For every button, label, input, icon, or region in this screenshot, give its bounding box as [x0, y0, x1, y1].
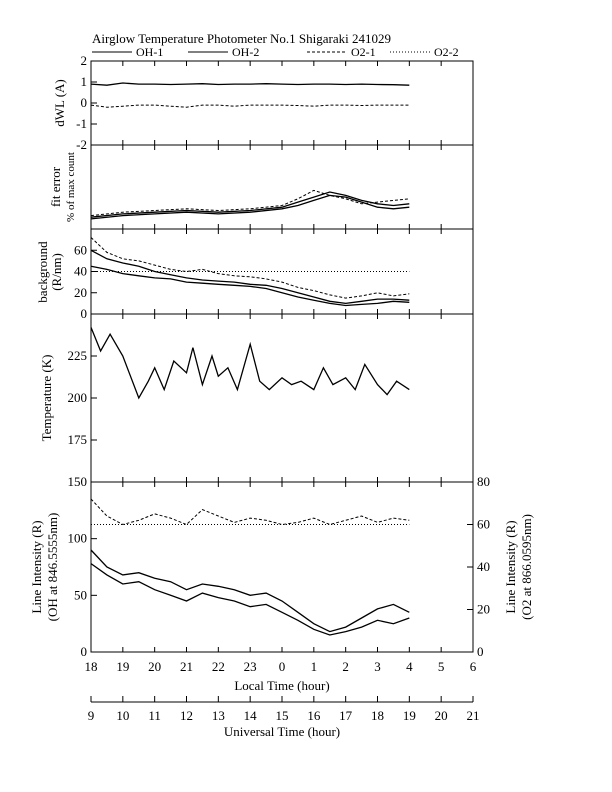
ut-tick-label: 14 — [244, 708, 258, 723]
ytick-label-background: 60 — [74, 242, 87, 257]
series-dwl-o2-1 — [90, 104, 410, 108]
universal-time-xlabel: Universal Time (hour) — [224, 724, 340, 739]
local-tick-label: 20 — [148, 659, 161, 674]
fiterr-ylabel: fit error — [48, 166, 63, 207]
ytick-label-temperature: 225 — [68, 348, 88, 363]
local-tick-label: 6 — [470, 659, 477, 674]
ytick-label-dwl: 0 — [81, 95, 88, 110]
ut-tick-label: 19 — [403, 708, 416, 723]
ytick-right-label-intensity: 60 — [477, 517, 490, 532]
series-fiterr-o2-1 — [90, 189, 410, 217]
chart-title: Airglow Temperature Photometer No.1 Shig… — [92, 31, 391, 46]
local-tick-label: 21 — [180, 659, 193, 674]
local-tick-label: 2 — [342, 659, 349, 674]
intensity-right-ylabel: Line Intensity (R) — [503, 520, 518, 613]
ytick-label-temperature: 175 — [68, 432, 88, 447]
series-background-oh-2 — [90, 249, 410, 305]
series-intensity-oh-1 — [90, 563, 410, 636]
background-ylabel: background — [35, 241, 50, 303]
legend-label-o2-2: O2-2 — [434, 45, 459, 59]
ut-tick-label: 21 — [467, 708, 480, 723]
ut-tick-label: 11 — [148, 708, 161, 723]
series-fiterr-oh-2 — [90, 191, 410, 218]
local-tick-label: 5 — [438, 659, 445, 674]
ytick-label-dwl: -2 — [76, 137, 87, 152]
ytick-label-dwl: 2 — [81, 53, 88, 68]
ytick-label-dwl: 1 — [81, 74, 88, 89]
ut-tick-label: 9 — [88, 708, 95, 723]
dwl-ylabel: dWL (A) — [52, 79, 67, 127]
series-background-o2-1 — [90, 237, 410, 299]
ut-tick-label: 13 — [212, 708, 225, 723]
intensity-ylabel-2: (OH at 846.5555nm) — [45, 513, 60, 622]
ytick-right-label-intensity: 20 — [477, 602, 490, 617]
series-intensity-o2-1 — [90, 498, 410, 526]
ytick-right-label-intensity: 40 — [477, 559, 490, 574]
local-tick-label: 3 — [374, 659, 381, 674]
ytick-right-label-intensity: 80 — [477, 474, 490, 489]
local-tick-label: 23 — [244, 659, 257, 674]
ut-tick-label: 20 — [435, 708, 448, 723]
fiterr-panel-frame — [90, 144, 474, 230]
series-temperature-oh-1 — [90, 327, 410, 400]
local-tick-label: 22 — [212, 659, 225, 674]
legend-label-oh-1: OH-1 — [136, 45, 163, 59]
ytick-label-intensity: 0 — [81, 644, 88, 659]
ut-tick-label: 17 — [339, 708, 353, 723]
local-tick-label: 0 — [279, 659, 286, 674]
ut-tick-label: 18 — [371, 708, 384, 723]
series-lines — [90, 82, 410, 636]
ytick-label-intensity: 50 — [74, 587, 87, 602]
axis-ticks: 18 19 20 21 22 23 0 1 2 3 4 5 69 10 11 12 13 14 15 16 17 18 19… — [68, 53, 491, 723]
temperature-panel-frame — [90, 313, 474, 483]
fiterr-ylabel-2: % of max count — [65, 152, 77, 222]
series-background-oh-1 — [90, 265, 410, 307]
intensity-ylabel: Line Intensity (R) — [29, 520, 44, 613]
series-intensity-oh-2 — [90, 549, 410, 633]
ytick-label-dwl: -1 — [76, 116, 87, 131]
ut-tick-label: 10 — [116, 708, 129, 723]
legend: OH-1 OH-2 O2-1 O2-2 — [92, 45, 459, 59]
ytick-label-background: 20 — [74, 285, 87, 300]
intensity-right-ylabel-2: (O2 at 866.0595nm) — [519, 514, 534, 620]
local-time-xlabel: Local Time (hour) — [234, 678, 329, 693]
local-tick-label: 18 — [85, 659, 98, 674]
ytick-label-background: 40 — [74, 264, 87, 279]
ut-tick-label: 16 — [307, 708, 321, 723]
ut-tick-label: 15 — [276, 708, 289, 723]
dwl-panel-frame — [90, 60, 474, 146]
ytick-label-intensity: 150 — [68, 474, 88, 489]
local-tick-label: 1 — [311, 659, 318, 674]
series-dwl-oh-1 — [90, 82, 410, 86]
ytick-label-background: 0 — [81, 306, 88, 321]
ut-tick-label: 12 — [180, 708, 193, 723]
ytick-label-intensity: 100 — [68, 531, 88, 546]
ytick-label-temperature: 200 — [68, 390, 88, 405]
legend-label-o2-1: O2-1 — [351, 45, 376, 59]
local-tick-label: 19 — [116, 659, 129, 674]
temperature-ylabel: Temperature (K) — [39, 355, 54, 442]
intensity-panel-frame — [90, 481, 474, 653]
series-fiterr-oh-1 — [90, 194, 410, 220]
ytick-right-label-intensity: 0 — [477, 644, 484, 659]
legend-label-oh-2: OH-2 — [232, 45, 259, 59]
background-ylabel-2: (R/nm) — [49, 253, 64, 291]
local-tick-label: 4 — [406, 659, 413, 674]
